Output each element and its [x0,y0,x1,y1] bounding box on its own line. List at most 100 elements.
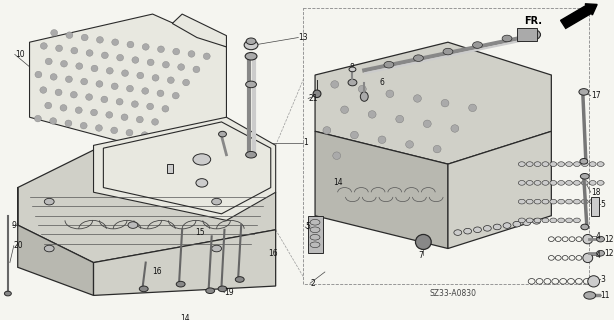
Bar [591,197,599,216]
Ellipse shape [196,179,208,187]
Circle shape [142,44,149,50]
Circle shape [182,79,190,86]
Circle shape [86,94,93,100]
Circle shape [173,48,180,55]
Ellipse shape [384,61,394,68]
Circle shape [331,81,339,88]
Circle shape [341,106,349,114]
Circle shape [423,120,431,128]
Text: 4: 4 [596,232,600,241]
Polygon shape [173,14,227,47]
Circle shape [80,122,87,129]
Ellipse shape [526,199,533,204]
Ellipse shape [581,180,588,185]
Ellipse shape [584,292,596,299]
Circle shape [203,53,210,60]
Text: 16: 16 [268,249,278,258]
Circle shape [451,125,459,132]
Circle shape [177,64,185,70]
Bar [168,164,173,172]
Circle shape [163,61,169,68]
Bar [303,7,589,284]
Ellipse shape [565,199,572,204]
Ellipse shape [597,236,605,242]
Text: 14: 14 [333,178,343,188]
Text: 4: 4 [596,251,600,260]
Circle shape [137,72,144,79]
Circle shape [406,141,413,148]
Circle shape [50,74,57,80]
Circle shape [193,66,200,73]
Ellipse shape [565,162,572,166]
Circle shape [101,52,108,59]
Text: 13: 13 [298,33,308,42]
Ellipse shape [193,154,211,165]
Ellipse shape [580,173,589,179]
Ellipse shape [581,224,589,230]
Bar [308,216,323,253]
Ellipse shape [597,180,604,185]
Ellipse shape [579,89,589,95]
Ellipse shape [128,222,138,228]
Ellipse shape [246,151,257,158]
Circle shape [34,115,41,122]
Circle shape [86,50,93,56]
Ellipse shape [558,162,565,166]
Circle shape [583,235,593,244]
Circle shape [111,127,118,134]
Text: 20: 20 [14,241,23,250]
Circle shape [122,70,128,76]
Circle shape [40,87,47,93]
Circle shape [416,235,431,250]
Ellipse shape [589,162,596,166]
Circle shape [81,34,88,41]
Circle shape [41,43,47,49]
Ellipse shape [550,218,557,223]
Polygon shape [18,150,276,263]
Circle shape [116,99,123,105]
Text: 9: 9 [12,220,17,229]
Ellipse shape [589,180,596,185]
Ellipse shape [245,52,257,60]
Circle shape [121,114,128,121]
Text: 1: 1 [303,138,308,147]
Circle shape [413,95,421,102]
Ellipse shape [550,199,557,204]
Ellipse shape [605,180,612,185]
Ellipse shape [542,199,549,204]
Ellipse shape [518,162,525,166]
Circle shape [117,54,123,61]
Circle shape [55,89,62,96]
Circle shape [158,46,165,52]
Circle shape [173,92,179,99]
Bar [165,315,176,320]
Circle shape [368,111,376,118]
Circle shape [152,75,159,81]
Circle shape [91,65,98,72]
Ellipse shape [573,218,580,223]
Circle shape [51,29,58,36]
Text: 12: 12 [605,235,614,244]
Circle shape [583,253,593,263]
Circle shape [66,76,72,83]
Circle shape [433,145,441,153]
Circle shape [386,90,394,98]
Ellipse shape [542,162,549,166]
Ellipse shape [360,92,368,101]
Ellipse shape [573,180,580,185]
Ellipse shape [558,218,565,223]
Polygon shape [18,188,93,295]
Circle shape [91,109,98,116]
FancyArrow shape [561,4,597,28]
Text: 5: 5 [305,222,310,231]
Circle shape [359,85,366,93]
Ellipse shape [244,40,258,50]
Text: 21: 21 [308,94,317,103]
Polygon shape [93,117,276,220]
Circle shape [35,71,42,78]
Circle shape [441,100,449,107]
Circle shape [106,112,113,118]
Ellipse shape [473,42,483,48]
Circle shape [132,57,139,63]
Ellipse shape [518,218,525,223]
